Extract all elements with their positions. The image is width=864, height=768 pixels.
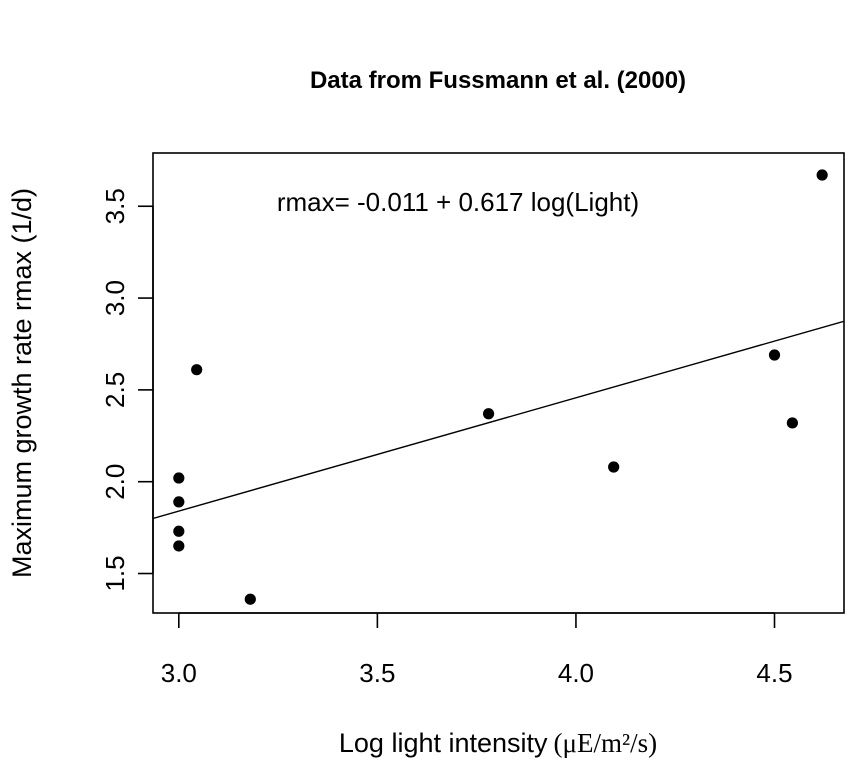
- data-point: [608, 461, 620, 473]
- x-tick-label: 3.0: [161, 658, 197, 688]
- data-point: [191, 364, 203, 376]
- regression-annotation: rmax= -0.011 + 0.617 log(Light): [277, 187, 639, 217]
- data-point: [482, 408, 495, 420]
- y-tick-label: 3.0: [100, 280, 130, 316]
- x-tick-label: 4.0: [558, 658, 594, 688]
- x-axis: 3.0 3.5 4.0 4.5: [161, 612, 793, 688]
- y-axis: 1.5 2.0 2.5 3.0 3.5: [100, 188, 154, 592]
- y-tick-label: 2.0: [100, 464, 130, 500]
- x-tick-label: 3.5: [359, 658, 395, 688]
- fit-line-layer: [153, 320, 844, 520]
- x-tick-label: 4.5: [756, 658, 792, 688]
- plot-frame: [152, 152, 845, 614]
- y-tick-label: 2.5: [100, 372, 130, 408]
- data-point: [173, 472, 185, 484]
- chart-title: Data from Fussmann et al. (2000): [310, 67, 686, 94]
- data-point: [786, 417, 798, 429]
- data-points-layer: [173, 169, 828, 605]
- data-point: [173, 496, 185, 508]
- x-axis-title: Log light intensity (μE/m²/s): [339, 728, 657, 758]
- x-axis-label: Log light intensity: [339, 728, 548, 758]
- y-tick-label: 1.5: [100, 555, 130, 591]
- y-tick-label: 3.5: [100, 188, 130, 224]
- data-point: [173, 540, 185, 552]
- y-axis-title: Maximum growth rate rmax (1/d): [7, 188, 37, 578]
- data-point: [244, 593, 256, 605]
- data-point: [816, 169, 828, 181]
- x-axis-units: (μE/m²/s): [554, 728, 658, 758]
- data-point: [173, 525, 185, 537]
- data-point: [768, 349, 781, 361]
- regression-line: [153, 320, 844, 520]
